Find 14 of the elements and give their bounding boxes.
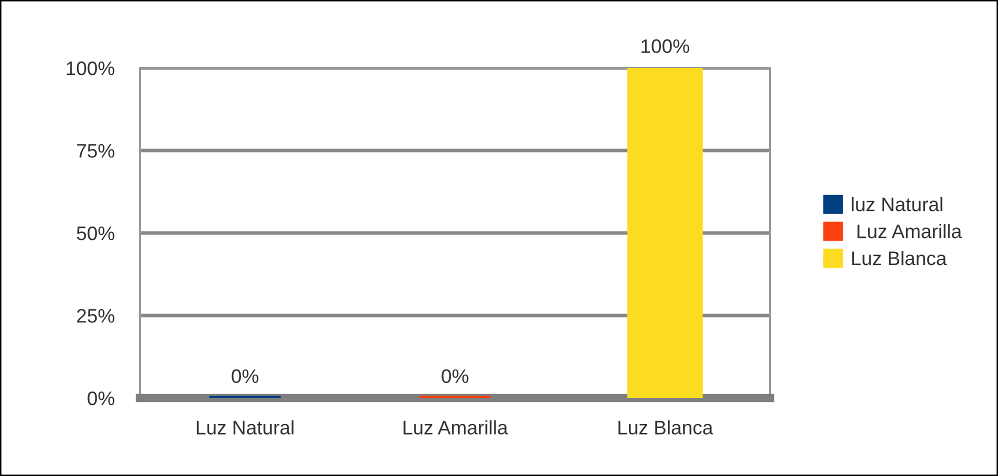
data-label: 100% [642,39,690,54]
x-tick-label: Luz Blanca [618,420,714,435]
y-tick-label: 25% [77,308,114,323]
data-label: 0% [232,369,258,384]
data-label: 0% [442,369,468,384]
y-tick-label: 75% [77,144,114,158]
y-tick-label: 50% [76,226,114,240]
legend-label: luz Natural [852,197,942,212]
x-tick-label: Luz Natural [196,420,294,435]
legend-label: Luz Blanca [852,250,947,266]
legend-label: Luz Amarilla [858,224,962,238]
y-tick-label: 100% [66,61,114,76]
y-tick-label: 0% [88,391,114,406]
x-tick-label: Luz Amarilla [404,420,508,435]
